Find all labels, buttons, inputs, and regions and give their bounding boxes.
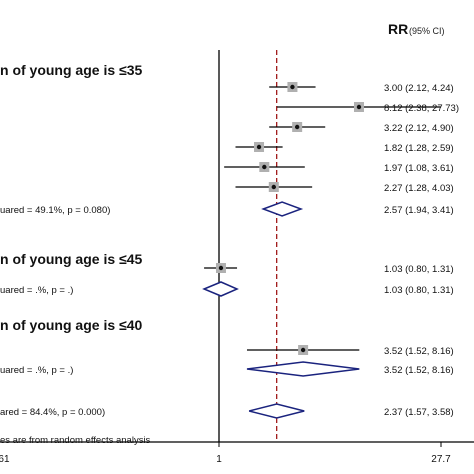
summary-diamond <box>248 403 305 419</box>
estimate-label: 1.82 (1.28, 2.59) <box>384 143 454 154</box>
plot-rows: .0361 1 27.7 n of young age is ≤35 3.00 (2.1… <box>0 50 474 465</box>
header-ci: (95% CI) <box>409 26 445 36</box>
estimate-label: 1.97 (1.08, 3.61) <box>384 163 454 174</box>
point-estimate <box>294 124 300 130</box>
point-estimate <box>290 84 295 90</box>
estimate-label: 1.03 (0.80, 1.31) <box>384 264 454 275</box>
estimate-label: 3.52 (1.52, 8.16) <box>384 365 454 376</box>
point-estimate <box>271 184 276 190</box>
estimate-label: 2.27 (1.28, 4.03) <box>384 183 454 194</box>
estimate-label: 2.57 (1.94, 3.41) <box>384 205 454 216</box>
header-rr: RR <box>388 21 408 37</box>
point-estimate <box>262 164 267 170</box>
point-estimate <box>356 104 362 110</box>
group-header: n of young age is ≤45 <box>0 251 142 267</box>
point-estimate <box>218 265 224 271</box>
estimate-label: 3.22 (2.12, 4.90) <box>384 123 454 134</box>
point-estimate <box>256 144 262 150</box>
x-tick-label: 1 <box>216 454 222 465</box>
x-tick-label: 27.7 <box>431 454 451 465</box>
footnote: es are from random effects analysis <box>0 435 151 446</box>
overall-label: ared = 84.4%, p = 0.000) <box>0 407 105 418</box>
summary-diamond <box>261 201 304 217</box>
point-estimate <box>300 347 306 353</box>
subtotal-label: uared = .%, p = .) <box>0 365 73 376</box>
estimate-label: 3.52 (1.52, 8.16) <box>384 346 454 357</box>
summary-diamond <box>202 281 239 297</box>
estimate-label: 1.03 (0.80, 1.31) <box>384 285 454 296</box>
subtotal-label: uared = .%, p = .) <box>0 285 73 296</box>
x-tick-label: .0361 <box>0 454 10 465</box>
group-header: n of young age is ≤35 <box>0 62 142 78</box>
summary-diamond <box>246 361 360 377</box>
group-header: n of young age is ≤40 <box>0 317 142 333</box>
estimate-label: 2.37 (1.57, 3.58) <box>384 407 454 418</box>
subtotal-label: uared = 49.1%, p = 0.080) <box>0 205 110 216</box>
estimate-label: 8.12 (2.38, 27.73) <box>384 103 459 114</box>
estimate-label: 3.00 (2.12, 4.24) <box>384 83 454 94</box>
